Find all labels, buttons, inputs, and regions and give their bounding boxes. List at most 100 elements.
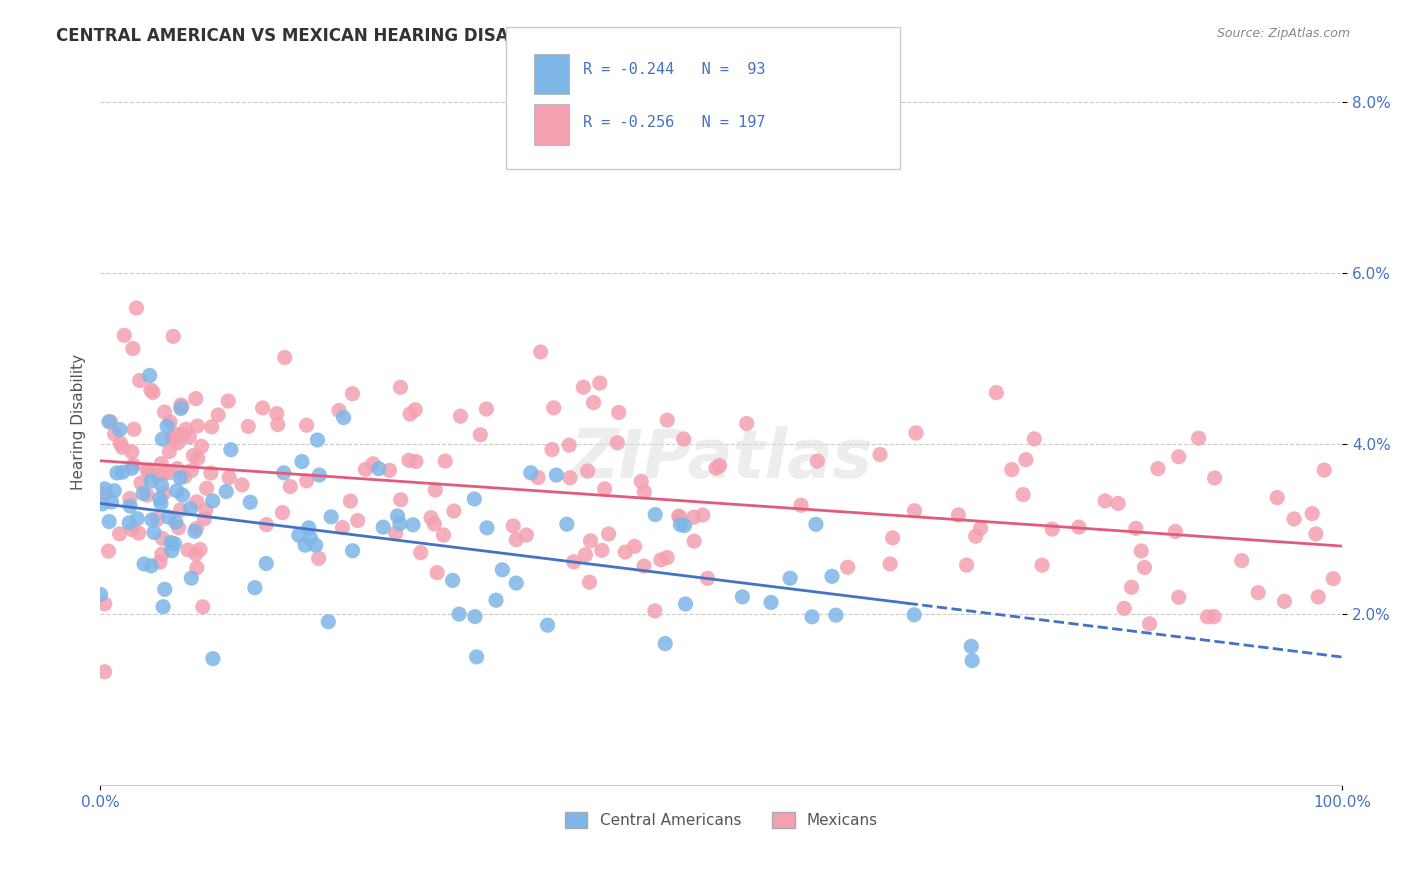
- Point: [1308, 590, 1330, 604]
- Point: [195, 481, 218, 495]
- Point: [1121, 580, 1143, 594]
- Point: [1012, 488, 1035, 502]
- Point: [190, 439, 212, 453]
- Text: CENTRAL AMERICAN VS MEXICAN HEARING DISABILITY CORRELATION CHART: CENTRAL AMERICAN VS MEXICAN HEARING DISA…: [56, 27, 773, 45]
- Point: [1015, 452, 1038, 467]
- Point: [673, 518, 696, 533]
- Point: [426, 566, 449, 580]
- Point: [105, 466, 128, 480]
- Point: [187, 451, 209, 466]
- Point: [152, 467, 174, 481]
- Point: [150, 457, 173, 471]
- Point: [882, 531, 904, 545]
- Point: [163, 537, 186, 551]
- Point: [266, 407, 288, 421]
- Point: [239, 495, 262, 509]
- Point: [541, 442, 564, 457]
- Point: [174, 422, 197, 436]
- Point: [165, 516, 187, 530]
- Point: [837, 560, 859, 574]
- Point: [172, 488, 194, 502]
- Point: [91, 497, 114, 511]
- Point: [150, 432, 173, 446]
- Point: [139, 558, 162, 573]
- Point: [790, 498, 813, 512]
- Point: [146, 468, 169, 483]
- Point: [1197, 609, 1219, 624]
- Point: [170, 399, 193, 413]
- Point: [354, 462, 377, 476]
- Point: [132, 486, 155, 500]
- Point: [98, 515, 121, 529]
- Point: [1282, 512, 1305, 526]
- Point: [1204, 471, 1226, 485]
- Point: [166, 483, 188, 498]
- Point: [111, 440, 134, 454]
- Point: [179, 430, 201, 444]
- Point: [136, 464, 159, 478]
- Point: [384, 526, 406, 541]
- Point: [169, 470, 191, 484]
- Point: [150, 547, 173, 561]
- Point: [139, 474, 162, 488]
- Point: [243, 581, 266, 595]
- Point: [295, 418, 318, 433]
- Point: [633, 559, 655, 574]
- Point: [299, 531, 322, 545]
- Point: [543, 401, 565, 415]
- Point: [184, 392, 207, 406]
- Point: [167, 521, 190, 535]
- Point: [1107, 496, 1129, 510]
- Point: [173, 469, 195, 483]
- Point: [1147, 461, 1170, 475]
- Point: [463, 491, 485, 506]
- Point: [558, 471, 581, 485]
- Point: [184, 524, 207, 539]
- Point: [1130, 544, 1153, 558]
- Point: [141, 513, 163, 527]
- Point: [879, 557, 901, 571]
- Point: [657, 413, 679, 427]
- Point: [1167, 450, 1189, 464]
- Point: [160, 543, 183, 558]
- Point: [1187, 431, 1209, 445]
- Point: [295, 474, 318, 488]
- Point: [152, 532, 174, 546]
- Point: [804, 517, 827, 532]
- Point: [97, 544, 120, 558]
- Point: [373, 520, 395, 534]
- Point: [806, 454, 828, 468]
- Point: [328, 403, 350, 417]
- Point: [94, 482, 117, 496]
- Point: [108, 526, 131, 541]
- Point: [630, 475, 652, 489]
- Point: [218, 470, 240, 484]
- Point: [177, 543, 200, 558]
- Point: [731, 590, 754, 604]
- Point: [186, 561, 208, 575]
- Point: [409, 546, 432, 560]
- Point: [342, 543, 364, 558]
- Point: [273, 351, 295, 365]
- Point: [122, 342, 145, 356]
- Point: [420, 510, 443, 524]
- Point: [201, 419, 224, 434]
- Point: [578, 575, 600, 590]
- Point: [1305, 527, 1327, 541]
- Point: [307, 433, 329, 447]
- Point: [308, 551, 330, 566]
- Point: [801, 609, 824, 624]
- Point: [398, 453, 420, 467]
- Point: [530, 345, 553, 359]
- Point: [180, 464, 202, 478]
- Point: [378, 463, 401, 477]
- Point: [186, 521, 208, 535]
- Point: [170, 398, 193, 412]
- Point: [267, 417, 290, 432]
- Point: [1114, 601, 1136, 615]
- Point: [905, 425, 928, 440]
- Point: [969, 521, 991, 535]
- Point: [157, 466, 180, 480]
- Point: [121, 461, 143, 475]
- Point: [129, 475, 152, 490]
